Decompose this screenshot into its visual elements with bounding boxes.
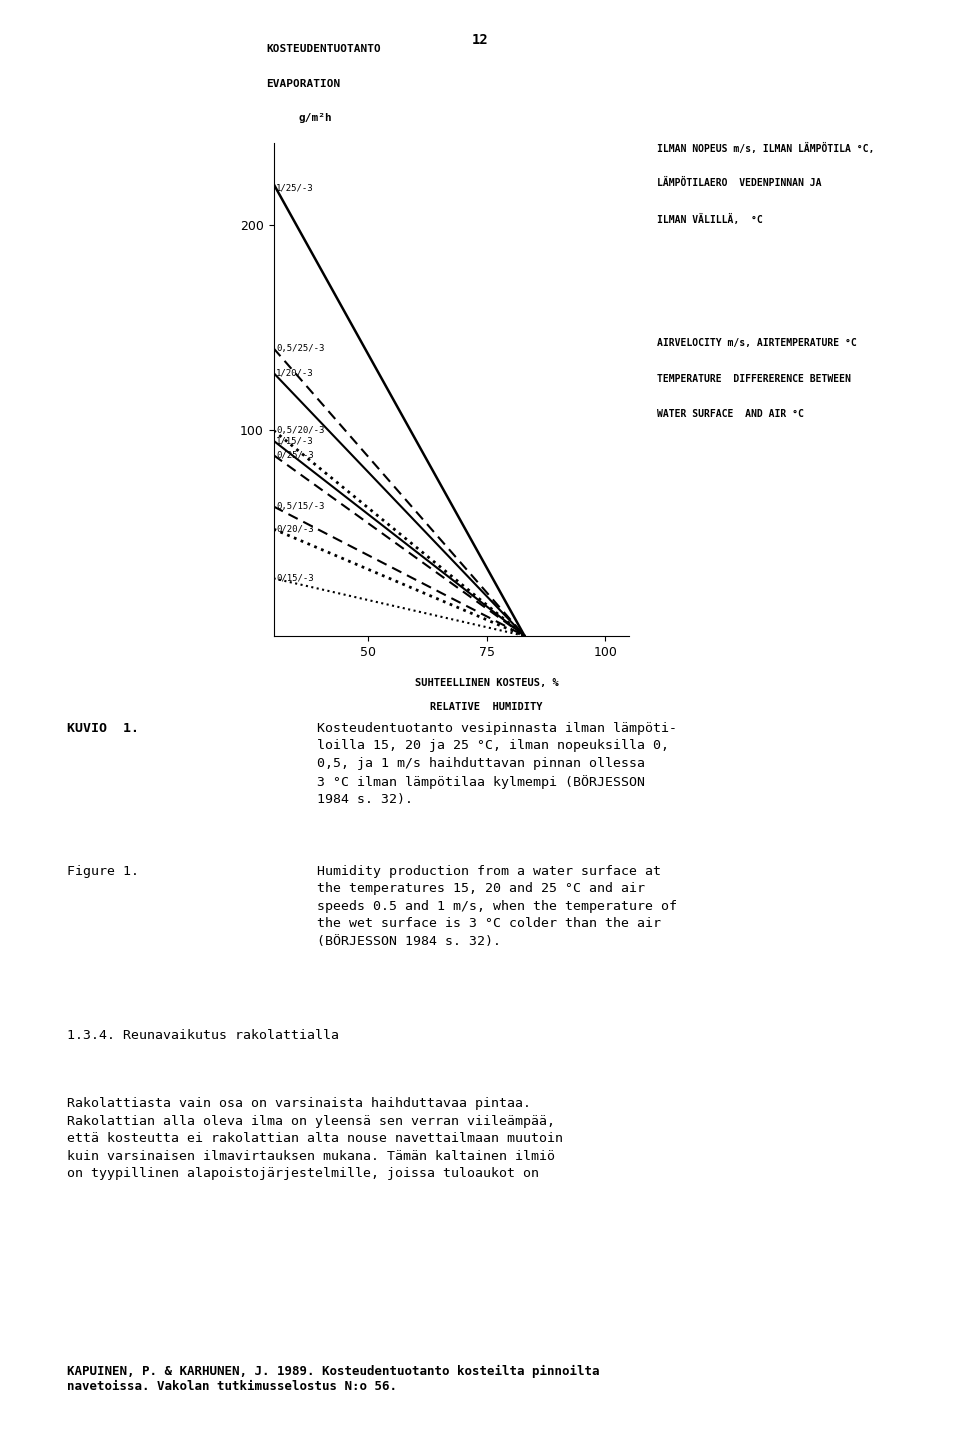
Text: 0/20/-3: 0/20/-3 bbox=[276, 524, 314, 533]
Text: AIRVELOCITY m/s, AIRTEMPERATURE °C: AIRVELOCITY m/s, AIRTEMPERATURE °C bbox=[658, 339, 857, 349]
Text: LÄMPÖTILAERO  VEDENPINNAN JA: LÄMPÖTILAERO VEDENPINNAN JA bbox=[658, 179, 822, 189]
Text: 0,5/25/-3: 0,5/25/-3 bbox=[276, 344, 324, 353]
Text: KUVIO  1.: KUVIO 1. bbox=[67, 722, 139, 735]
Text: 0,5/15/-3: 0,5/15/-3 bbox=[276, 502, 324, 512]
Text: g/m²h: g/m²h bbox=[299, 113, 332, 123]
Text: 1/15/-3: 1/15/-3 bbox=[276, 436, 314, 446]
Text: Humidity production from a water surface at
the temperatures 15, 20 and 25 °C an: Humidity production from a water surface… bbox=[317, 865, 677, 947]
Text: Rakolattiasta vain osa on varsinaista haihduttavaa pintaa.
Rakolattian alla olev: Rakolattiasta vain osa on varsinaista ha… bbox=[67, 1097, 564, 1180]
Text: Kosteudentuotanto vesipinnasta ilman lämpöti-
loilla 15, 20 ja 25 °C, ilman nope: Kosteudentuotanto vesipinnasta ilman läm… bbox=[317, 722, 677, 806]
Text: ILMAN NOPEUS m/s, ILMAN LÄMPÖTILA °C,: ILMAN NOPEUS m/s, ILMAN LÄMPÖTILA °C, bbox=[658, 143, 875, 154]
Text: 12: 12 bbox=[471, 33, 489, 47]
Text: 1.3.4. Reunavaikutus rakolattialla: 1.3.4. Reunavaikutus rakolattialla bbox=[67, 1029, 339, 1042]
Text: TEMPERATURE  DIFFERERENCE BETWEEN: TEMPERATURE DIFFERERENCE BETWEEN bbox=[658, 373, 852, 383]
Text: 0/25/-3: 0/25/-3 bbox=[276, 450, 314, 460]
Text: 1/20/-3: 1/20/-3 bbox=[276, 369, 314, 377]
Text: 0/15/-3: 0/15/-3 bbox=[276, 574, 314, 583]
Text: 1/25/-3: 1/25/-3 bbox=[276, 183, 314, 193]
Text: SUHTEELLINEN KOSTEUS, %: SUHTEELLINEN KOSTEUS, % bbox=[415, 677, 559, 687]
Text: Figure 1.: Figure 1. bbox=[67, 865, 139, 877]
Text: WATER SURFACE  AND AIR °C: WATER SURFACE AND AIR °C bbox=[658, 409, 804, 419]
Text: EVAPORATION: EVAPORATION bbox=[267, 79, 341, 89]
Text: 0,5/20/-3: 0,5/20/-3 bbox=[276, 426, 324, 434]
Text: KOSTEUDENTUOTANTO: KOSTEUDENTUOTANTO bbox=[267, 44, 381, 54]
Text: RELATIVE  HUMIDITY: RELATIVE HUMIDITY bbox=[430, 703, 543, 713]
Text: ILMAN VÄLILLÄ,  °C: ILMAN VÄLILLÄ, °C bbox=[658, 214, 763, 224]
Text: KAPUINEN, P. & KARHUNEN, J. 1989. Kosteudentuotanto kosteilta pinnoilta
navetois: KAPUINEN, P. & KARHUNEN, J. 1989. Kosteu… bbox=[67, 1365, 600, 1393]
